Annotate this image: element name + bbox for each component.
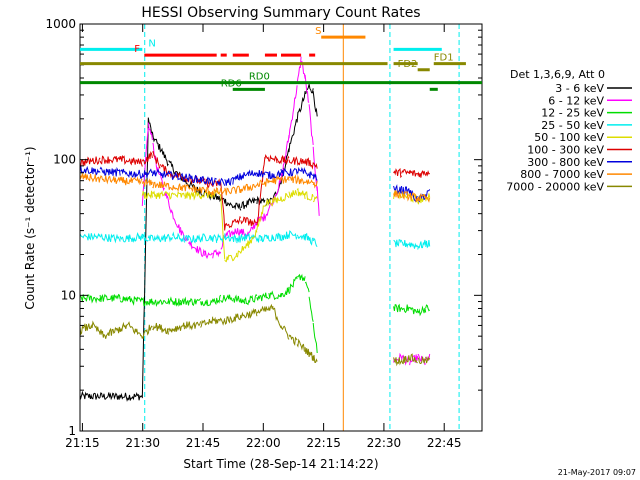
flag-label-rd6: RD6 [221, 78, 242, 89]
series-line-800-7000-kev [79, 173, 431, 204]
flag-label-f: F [134, 44, 140, 55]
x-tick-label: 22:00 [246, 436, 281, 450]
y-tick-label: 1 [68, 424, 76, 438]
legend-label-300-800-kev: 300 - 800 keV [527, 156, 604, 169]
series-line-6-12-kev [141, 56, 431, 366]
series-line-7000-20000-kev [79, 303, 431, 367]
x-tick-label: 21:30 [125, 436, 160, 450]
legend-label-12-25-kev: 12 - 25 keV [541, 107, 604, 120]
x-tick-label: 22:30 [367, 436, 402, 450]
plot-area [79, 24, 460, 431]
legend-label-3-6-kev: 3 - 6 keV [555, 82, 604, 95]
y-tick-label: 100 [53, 153, 76, 167]
chart-title: HESSI Observing Summary Count Rates [141, 5, 420, 21]
series-line-50-100-kev [141, 187, 431, 263]
x-tick-label: 22:15 [306, 436, 341, 450]
legend-label-7000-20000-kev: 7000 - 20000 keV [506, 180, 604, 193]
y-tick-label: 10 [61, 288, 76, 302]
x-tick-label: 21:45 [186, 436, 221, 450]
x-axis-label: Start Time (28-Sep-14 21:14:22) [183, 457, 378, 471]
y-axis-label: Count Rate (s⁻¹ detector⁻¹) [23, 146, 37, 309]
flag-label-fd1: FD1 [434, 53, 454, 64]
y-tick-label: 1000 [45, 17, 76, 31]
legend-label-800-7000-kev: 800 - 7000 keV [520, 168, 604, 181]
x-tick-label: 21:15 [65, 436, 100, 450]
legend-label-25-50-kev: 25 - 50 keV [541, 119, 604, 132]
series-line-100-300-kev [79, 150, 430, 231]
flag-label-s: S [315, 26, 321, 37]
flag-label-n: N [148, 38, 155, 49]
y-axis: 1 10 100 1000 [45, 17, 482, 438]
legend-title: Det 1,3,6,9, Att 0 [510, 68, 605, 81]
legend-label-50-100-kev: 50 - 100 keV [534, 131, 604, 144]
series-line-300-800-kev [79, 165, 431, 203]
legend-label-100-300-kev: 100 - 300 keV [527, 144, 604, 157]
series-line-25-50-kev [79, 230, 431, 250]
x-tick-label: 22:45 [427, 436, 462, 450]
plot-frame [79, 23, 483, 432]
flag-label-fd2: FD2 [398, 59, 418, 70]
x-axis: 21:15 21:30 21:45 22:00 22:15 22:30 22:45 [65, 24, 462, 450]
flag-label-rd0: RD0 [249, 72, 270, 83]
series-line-12-25-kev [79, 273, 431, 354]
flag-bars: N S F FD1 FD2 RD0 RD6 [80, 26, 482, 91]
legend-label-6-12-kev: 6 - 12 keV [548, 94, 604, 107]
footer-timestamp: 21-May-2017 09:07 [558, 468, 636, 477]
